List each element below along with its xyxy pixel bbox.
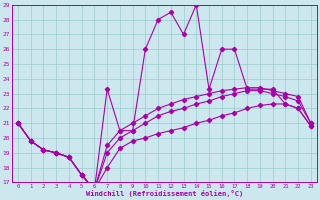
X-axis label: Windchill (Refroidissement éolien,°C): Windchill (Refroidissement éolien,°C) [86, 190, 243, 197]
